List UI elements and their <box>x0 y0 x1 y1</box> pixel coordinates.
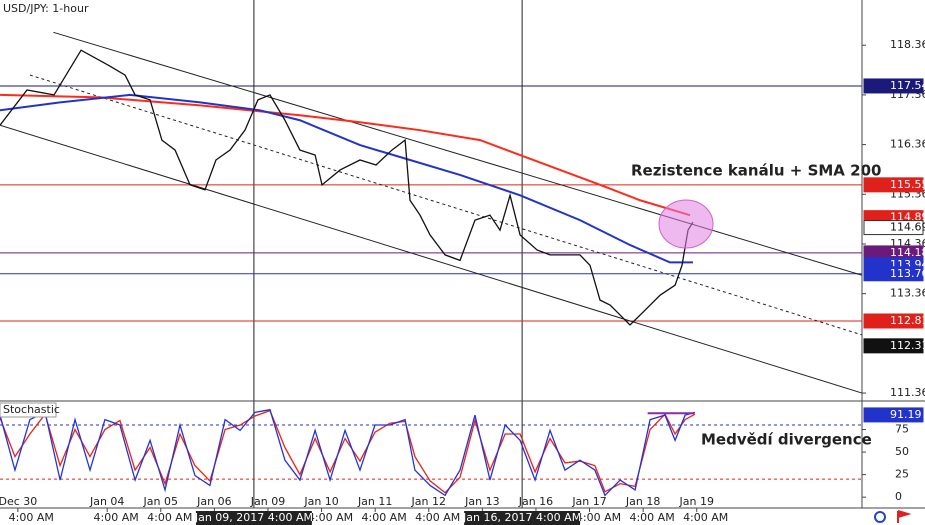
link-icon[interactable] <box>874 511 886 523</box>
price-label: 112.81 <box>890 314 925 327</box>
y-tick-label: 113.36 <box>890 287 925 300</box>
y-tick-label: 25 <box>895 468 909 481</box>
crosshair-label-box <box>464 511 581 525</box>
price-label-box <box>863 313 924 329</box>
price-label-box <box>863 220 924 236</box>
x-tick-label: Jan 06 <box>196 495 231 508</box>
channel-line <box>0 124 863 394</box>
y-tick-label: 116.36 <box>890 138 925 151</box>
price-label-box <box>863 407 924 423</box>
time-tick-label: 4:00 AM <box>94 511 139 524</box>
price-label-box <box>863 78 924 94</box>
flag-icon[interactable] <box>897 510 912 523</box>
price-label: 112.31 <box>890 339 925 352</box>
time-tick-label: 4:00 AM <box>683 511 728 524</box>
x-tick-label: Jan 12 <box>411 495 446 508</box>
price-line <box>0 49 694 326</box>
y-tick-label: 118.36 <box>890 38 925 51</box>
price-label: 115.55 <box>890 178 925 191</box>
channel-line <box>29 74 863 336</box>
price-label: 113.76 <box>890 267 925 280</box>
price-label: 114.18 <box>890 246 925 259</box>
time-tick-label: 4:00 AM <box>415 511 460 524</box>
annotation: Medvědí divergence <box>701 431 872 449</box>
crosshair-label: Jan 09, 2017 4:00 AM <box>194 511 313 524</box>
stoch-d-line <box>0 409 696 494</box>
price-label: 91.19 <box>890 408 922 421</box>
x-tick-label: Jan 11 <box>357 495 392 508</box>
sma100-line <box>0 93 693 264</box>
y-tick-label: 75 <box>895 423 909 436</box>
x-tick-label: Jan 05 <box>143 495 178 508</box>
stoch-k-line <box>0 408 696 497</box>
x-tick-label: Jan 17 <box>571 495 606 508</box>
x-tick-label: Jan 18 <box>625 495 660 508</box>
pane-title-bg <box>0 402 57 418</box>
crosshair-label-box <box>195 511 312 525</box>
y-tick-label: 0 <box>895 490 902 503</box>
toolbar-icons[interactable] <box>874 510 912 523</box>
crosshair-label: Jan 16, 2017 4:00 AM <box>462 511 581 524</box>
time-tick-label: 4:00 AM <box>576 511 621 524</box>
x-tick-label: Jan 10 <box>303 495 338 508</box>
annotation: Rezistence kanálu + SMA 200 <box>631 162 881 180</box>
channel-line <box>53 31 863 276</box>
x-tick-label: Jan 09 <box>250 495 285 508</box>
sma200-line <box>0 93 691 217</box>
y-tick-label: 111.36 <box>890 386 925 399</box>
title-bg <box>0 0 92 16</box>
price-label: 117.54 <box>890 79 925 92</box>
x-tick-label: Jan 13 <box>464 495 499 508</box>
price-label-box <box>863 266 924 282</box>
x-tick-label: Jan 16 <box>518 495 553 508</box>
chart-title: USD/JPY: 1-hour <box>3 2 89 15</box>
x-tick-label: Jan 04 <box>89 495 124 508</box>
price-label-box <box>863 338 924 354</box>
price-label: 114.69 <box>890 221 925 234</box>
price-label-box <box>863 177 924 193</box>
time-tick-label: 4:00 AM <box>361 511 406 524</box>
y-tick-label: 50 <box>895 445 909 458</box>
pane-title: Stochastic <box>3 403 60 416</box>
x-tick-label: Jan 19 <box>679 495 714 508</box>
time-tick-label: 4:00 AM <box>308 511 353 524</box>
time-tick-label: 4:00 AM <box>629 511 674 524</box>
highlight-circle <box>658 199 714 249</box>
time-tick-label: 4:00 AM <box>147 511 192 524</box>
time-tick-label: 4:00 AM <box>9 511 54 524</box>
x-tick-label: Dec 30 <box>0 495 37 508</box>
